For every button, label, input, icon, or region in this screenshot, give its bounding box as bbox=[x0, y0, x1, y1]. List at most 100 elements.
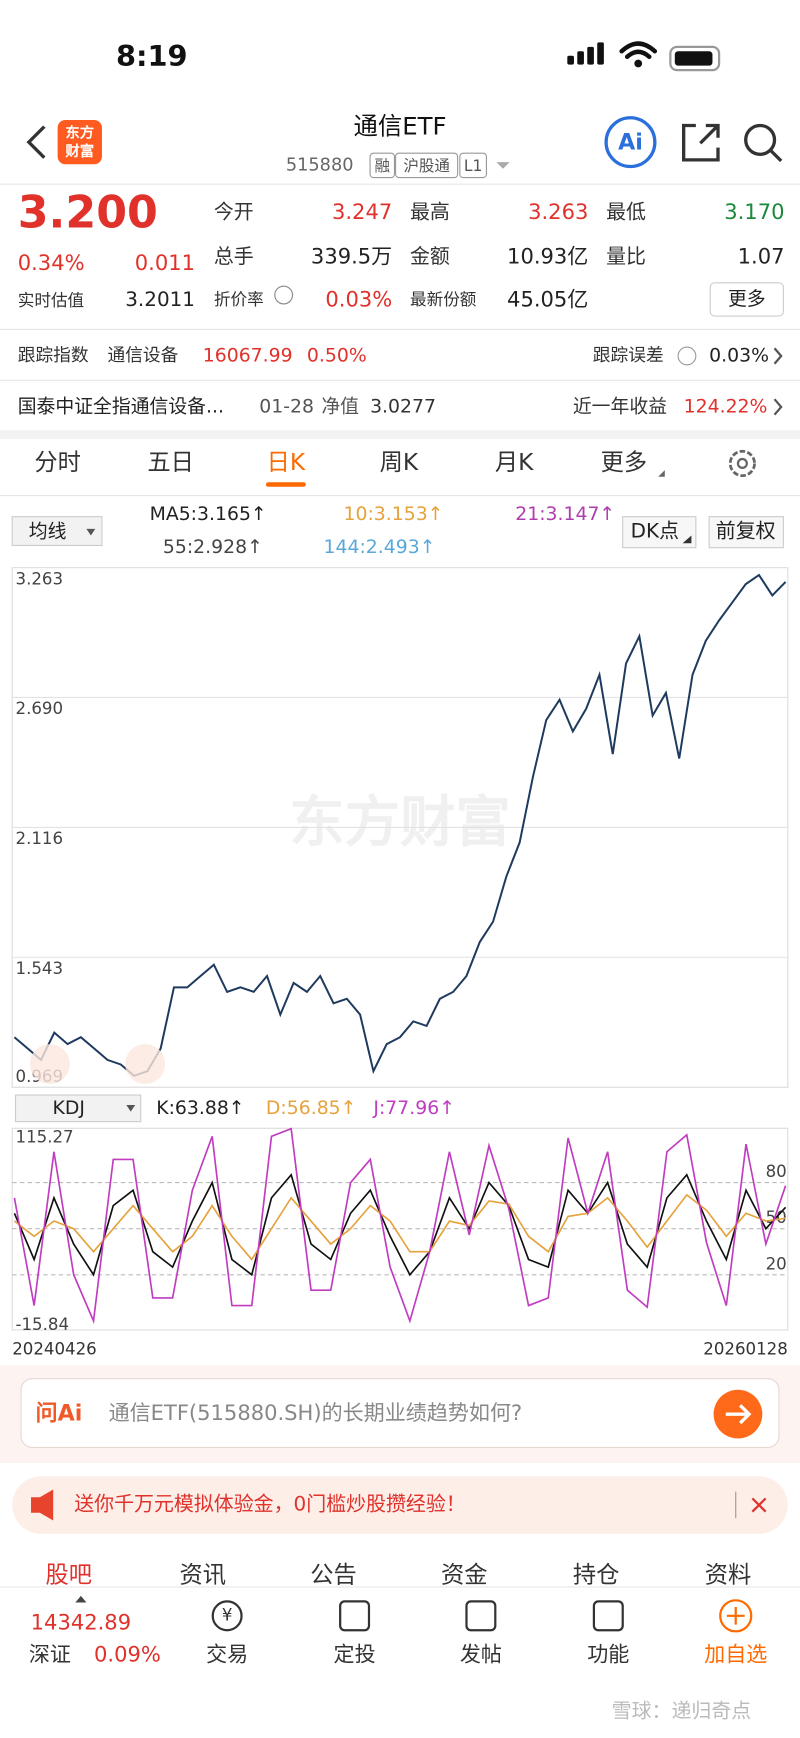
y-tick-label: -15.84 bbox=[16, 1315, 70, 1334]
battery bbox=[669, 45, 721, 72]
field-value: 3.263 bbox=[528, 199, 588, 224]
page-title: 通信ETF bbox=[353, 112, 446, 141]
fund-code: 515880 bbox=[286, 155, 354, 175]
adjust-button[interactable] bbox=[708, 516, 784, 549]
select-arrow bbox=[126, 1105, 136, 1112]
period-tab[interactable]: 日K bbox=[267, 449, 306, 476]
ai-label[interactable]: Ai bbox=[618, 130, 643, 156]
signal-bar bbox=[597, 42, 604, 65]
field-value: 0.03% bbox=[325, 287, 392, 312]
logo-text: 财富 bbox=[65, 142, 94, 160]
chevron bbox=[773, 398, 783, 416]
series-line bbox=[13, 1173, 787, 1277]
return-value: 124.22% bbox=[684, 396, 768, 417]
signal-bar bbox=[577, 51, 584, 65]
select-arrow bbox=[86, 528, 96, 536]
site-watermark: 雪球：递归奇点 bbox=[612, 1699, 752, 1723]
kdj-select-label[interactable]: KDJ bbox=[52, 1098, 84, 1119]
x-axis-end: 20260128 bbox=[703, 1339, 788, 1358]
index-pct: 0.09% bbox=[94, 1642, 161, 1667]
settings-icon[interactable] bbox=[728, 449, 756, 478]
search-icon[interactable] bbox=[744, 123, 777, 156]
field-value: 45.05亿 bbox=[507, 287, 588, 312]
period-tab[interactable]: 月K bbox=[495, 449, 534, 476]
tag-box bbox=[369, 152, 396, 179]
back-button[interactable] bbox=[26, 125, 46, 159]
ai-button[interactable] bbox=[604, 116, 657, 169]
ma-legend: 10:3.153↑ bbox=[343, 504, 443, 525]
field-value: 1.07 bbox=[738, 243, 785, 268]
nav-icon bbox=[339, 1600, 371, 1632]
ai-send-arrow bbox=[725, 1404, 752, 1425]
bottom-nav bbox=[0, 1587, 800, 1738]
tag: L1 bbox=[464, 157, 483, 175]
nav-icon bbox=[592, 1600, 624, 1632]
content-tab[interactable]: 持仓 bbox=[573, 1561, 620, 1588]
nav-label: 净值 bbox=[321, 395, 359, 417]
wifi-icon bbox=[619, 41, 658, 60]
content-tab[interactable]: 股吧 bbox=[45, 1561, 92, 1588]
nav-label[interactable]: 功能 bbox=[587, 1642, 629, 1667]
plus-icon bbox=[726, 1606, 745, 1625]
y-tick-label: 20 bbox=[766, 1254, 787, 1273]
dk-label[interactable]: DK点 bbox=[631, 519, 679, 543]
nav-icon bbox=[719, 1599, 753, 1633]
price: 3.200 bbox=[18, 187, 158, 238]
change-pct: 0.34% bbox=[18, 250, 85, 275]
field-label: 最高 bbox=[410, 200, 450, 224]
logo bbox=[57, 119, 102, 165]
ai-input[interactable] bbox=[20, 1378, 780, 1448]
estimate: 3.2011 bbox=[125, 287, 195, 311]
index-value: 14342.89 bbox=[31, 1610, 131, 1635]
fund-date: 01-28 bbox=[259, 396, 314, 417]
ma-select-label[interactable]: 均线 bbox=[29, 521, 67, 543]
chart-button[interactable] bbox=[29, 1044, 70, 1084]
nav-icon bbox=[211, 1600, 243, 1632]
settings-core bbox=[736, 457, 748, 470]
chart-button[interactable] bbox=[125, 1044, 166, 1084]
dropdown-arrow bbox=[496, 162, 510, 169]
promo-banner[interactable] bbox=[12, 1476, 788, 1534]
more-label[interactable]: 更多 bbox=[728, 288, 766, 310]
nav-label[interactable]: 交易 bbox=[206, 1642, 248, 1667]
ma-legend: 144:2.493↑ bbox=[324, 537, 436, 558]
nav-label[interactable]: 加自选 bbox=[704, 1642, 767, 1667]
megaphone bbox=[31, 1489, 54, 1521]
tracking-pct: 0.50% bbox=[307, 345, 367, 366]
y-tick-label: 1.543 bbox=[16, 959, 64, 978]
period-tab[interactable]: 分时 bbox=[34, 449, 81, 476]
more-button[interactable] bbox=[709, 282, 784, 317]
period-tab[interactable]: 周K bbox=[380, 449, 419, 476]
nav-label[interactable]: 发帖 bbox=[460, 1642, 502, 1667]
tag: 融 bbox=[375, 157, 391, 175]
kdj-select[interactable] bbox=[14, 1094, 142, 1123]
content-tab[interactable]: 公告 bbox=[310, 1561, 357, 1588]
legend-entry: D:56.85↑ bbox=[266, 1098, 357, 1119]
content-tab[interactable]: 资料 bbox=[705, 1561, 752, 1588]
info-icon bbox=[274, 285, 294, 305]
ma-select[interactable] bbox=[11, 516, 103, 547]
error-label: 跟踪误差 bbox=[593, 345, 664, 366]
period-tab[interactable]: 更多 bbox=[601, 449, 648, 476]
banner-text: 送你千万元模拟体验金，0门槛炒股攒经验！ bbox=[74, 1492, 466, 1516]
tracking-label: 跟踪指数 bbox=[18, 345, 89, 366]
help-icon bbox=[677, 346, 697, 366]
field-label: 最新份额 bbox=[410, 290, 477, 309]
close-icon[interactable] bbox=[751, 1497, 767, 1513]
field-label: 折价率 bbox=[214, 290, 264, 309]
content-tab[interactable]: 资讯 bbox=[180, 1561, 227, 1588]
content-tab[interactable]: 资金 bbox=[441, 1561, 488, 1588]
y-tick-label: 2.690 bbox=[16, 699, 64, 718]
battery-level bbox=[674, 51, 713, 66]
field-value: 3.247 bbox=[332, 199, 392, 224]
estimate-label: 实时估值 bbox=[18, 291, 84, 310]
period-tab[interactable]: 五日 bbox=[147, 449, 194, 476]
more-arrow bbox=[658, 470, 665, 477]
logo-text: 东方 bbox=[65, 123, 94, 141]
share-icon[interactable] bbox=[681, 123, 720, 162]
nav-label[interactable]: 定投 bbox=[334, 1642, 376, 1667]
legend-entry: J:77.96↑ bbox=[372, 1098, 455, 1119]
search-handle bbox=[770, 149, 783, 163]
adjust-label[interactable]: 前复权 bbox=[716, 519, 776, 543]
